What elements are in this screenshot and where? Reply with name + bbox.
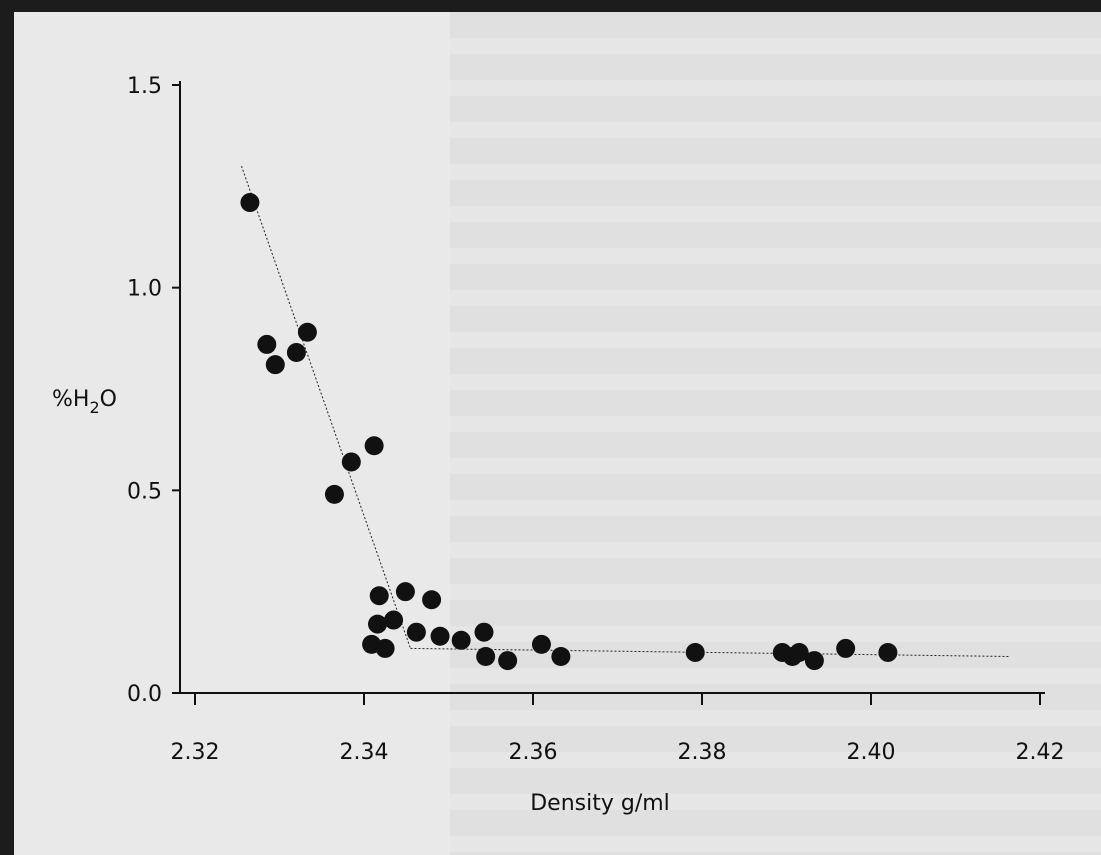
x-tick-label: 2.40 — [847, 740, 896, 765]
y-tick-label: 1.5 — [127, 74, 162, 99]
data-point — [369, 586, 389, 606]
data-point — [531, 634, 551, 654]
x-tick-label: 2.38 — [678, 740, 727, 765]
data-point — [551, 647, 571, 667]
data-point — [324, 484, 344, 504]
fit-line — [410, 647, 1011, 658]
y-tick-label: 0.0 — [127, 682, 162, 707]
x-tick-label: 2.42 — [1016, 740, 1065, 765]
data-point — [685, 642, 705, 662]
data-point — [422, 590, 442, 610]
y-axis-title-subscript: 2 — [89, 398, 99, 417]
data-point — [476, 647, 496, 667]
x-tick-label: 2.32 — [171, 740, 220, 765]
data-point — [240, 193, 260, 213]
data-point — [257, 334, 277, 354]
data-point — [297, 322, 317, 342]
y-tick-label: 0.5 — [127, 479, 162, 504]
data-point — [430, 626, 450, 646]
data-point — [498, 651, 518, 671]
x-tick-label: 2.34 — [340, 740, 389, 765]
data-point — [265, 355, 285, 375]
y-axis-title: %H2O — [52, 387, 117, 417]
page-edge-left — [0, 0, 14, 855]
fit-lines — [241, 165, 1011, 658]
axes: 2.32 2.34 2.36 2.38 2.40 2.42 0.0 0.5 1.0 1.5 — [127, 74, 1064, 765]
data-point — [878, 642, 898, 662]
data-point — [384, 610, 404, 630]
data-point — [341, 452, 361, 472]
x-axis-title: Density g/ml — [530, 791, 670, 816]
data-point — [286, 343, 306, 363]
y-axis-title-main: %H — [52, 387, 89, 412]
data-point — [451, 630, 471, 650]
data-point — [375, 638, 395, 658]
page-edge-top — [0, 0, 1101, 12]
data-point — [406, 622, 426, 642]
data-point — [789, 642, 809, 662]
data-point — [395, 582, 415, 602]
data-point — [474, 622, 494, 642]
data-point — [804, 651, 824, 671]
axis-labels: Density g/ml %H2O — [52, 387, 670, 816]
data-point — [836, 638, 856, 658]
y-axis-title-tail: O — [100, 387, 117, 412]
data-points — [240, 193, 898, 671]
y-tick-label: 1.0 — [127, 277, 162, 302]
data-point — [364, 436, 384, 456]
data-point — [368, 614, 388, 634]
x-tick-label: 2.36 — [509, 740, 558, 765]
fit-line — [241, 165, 411, 649]
background-page-texture — [450, 12, 1101, 855]
